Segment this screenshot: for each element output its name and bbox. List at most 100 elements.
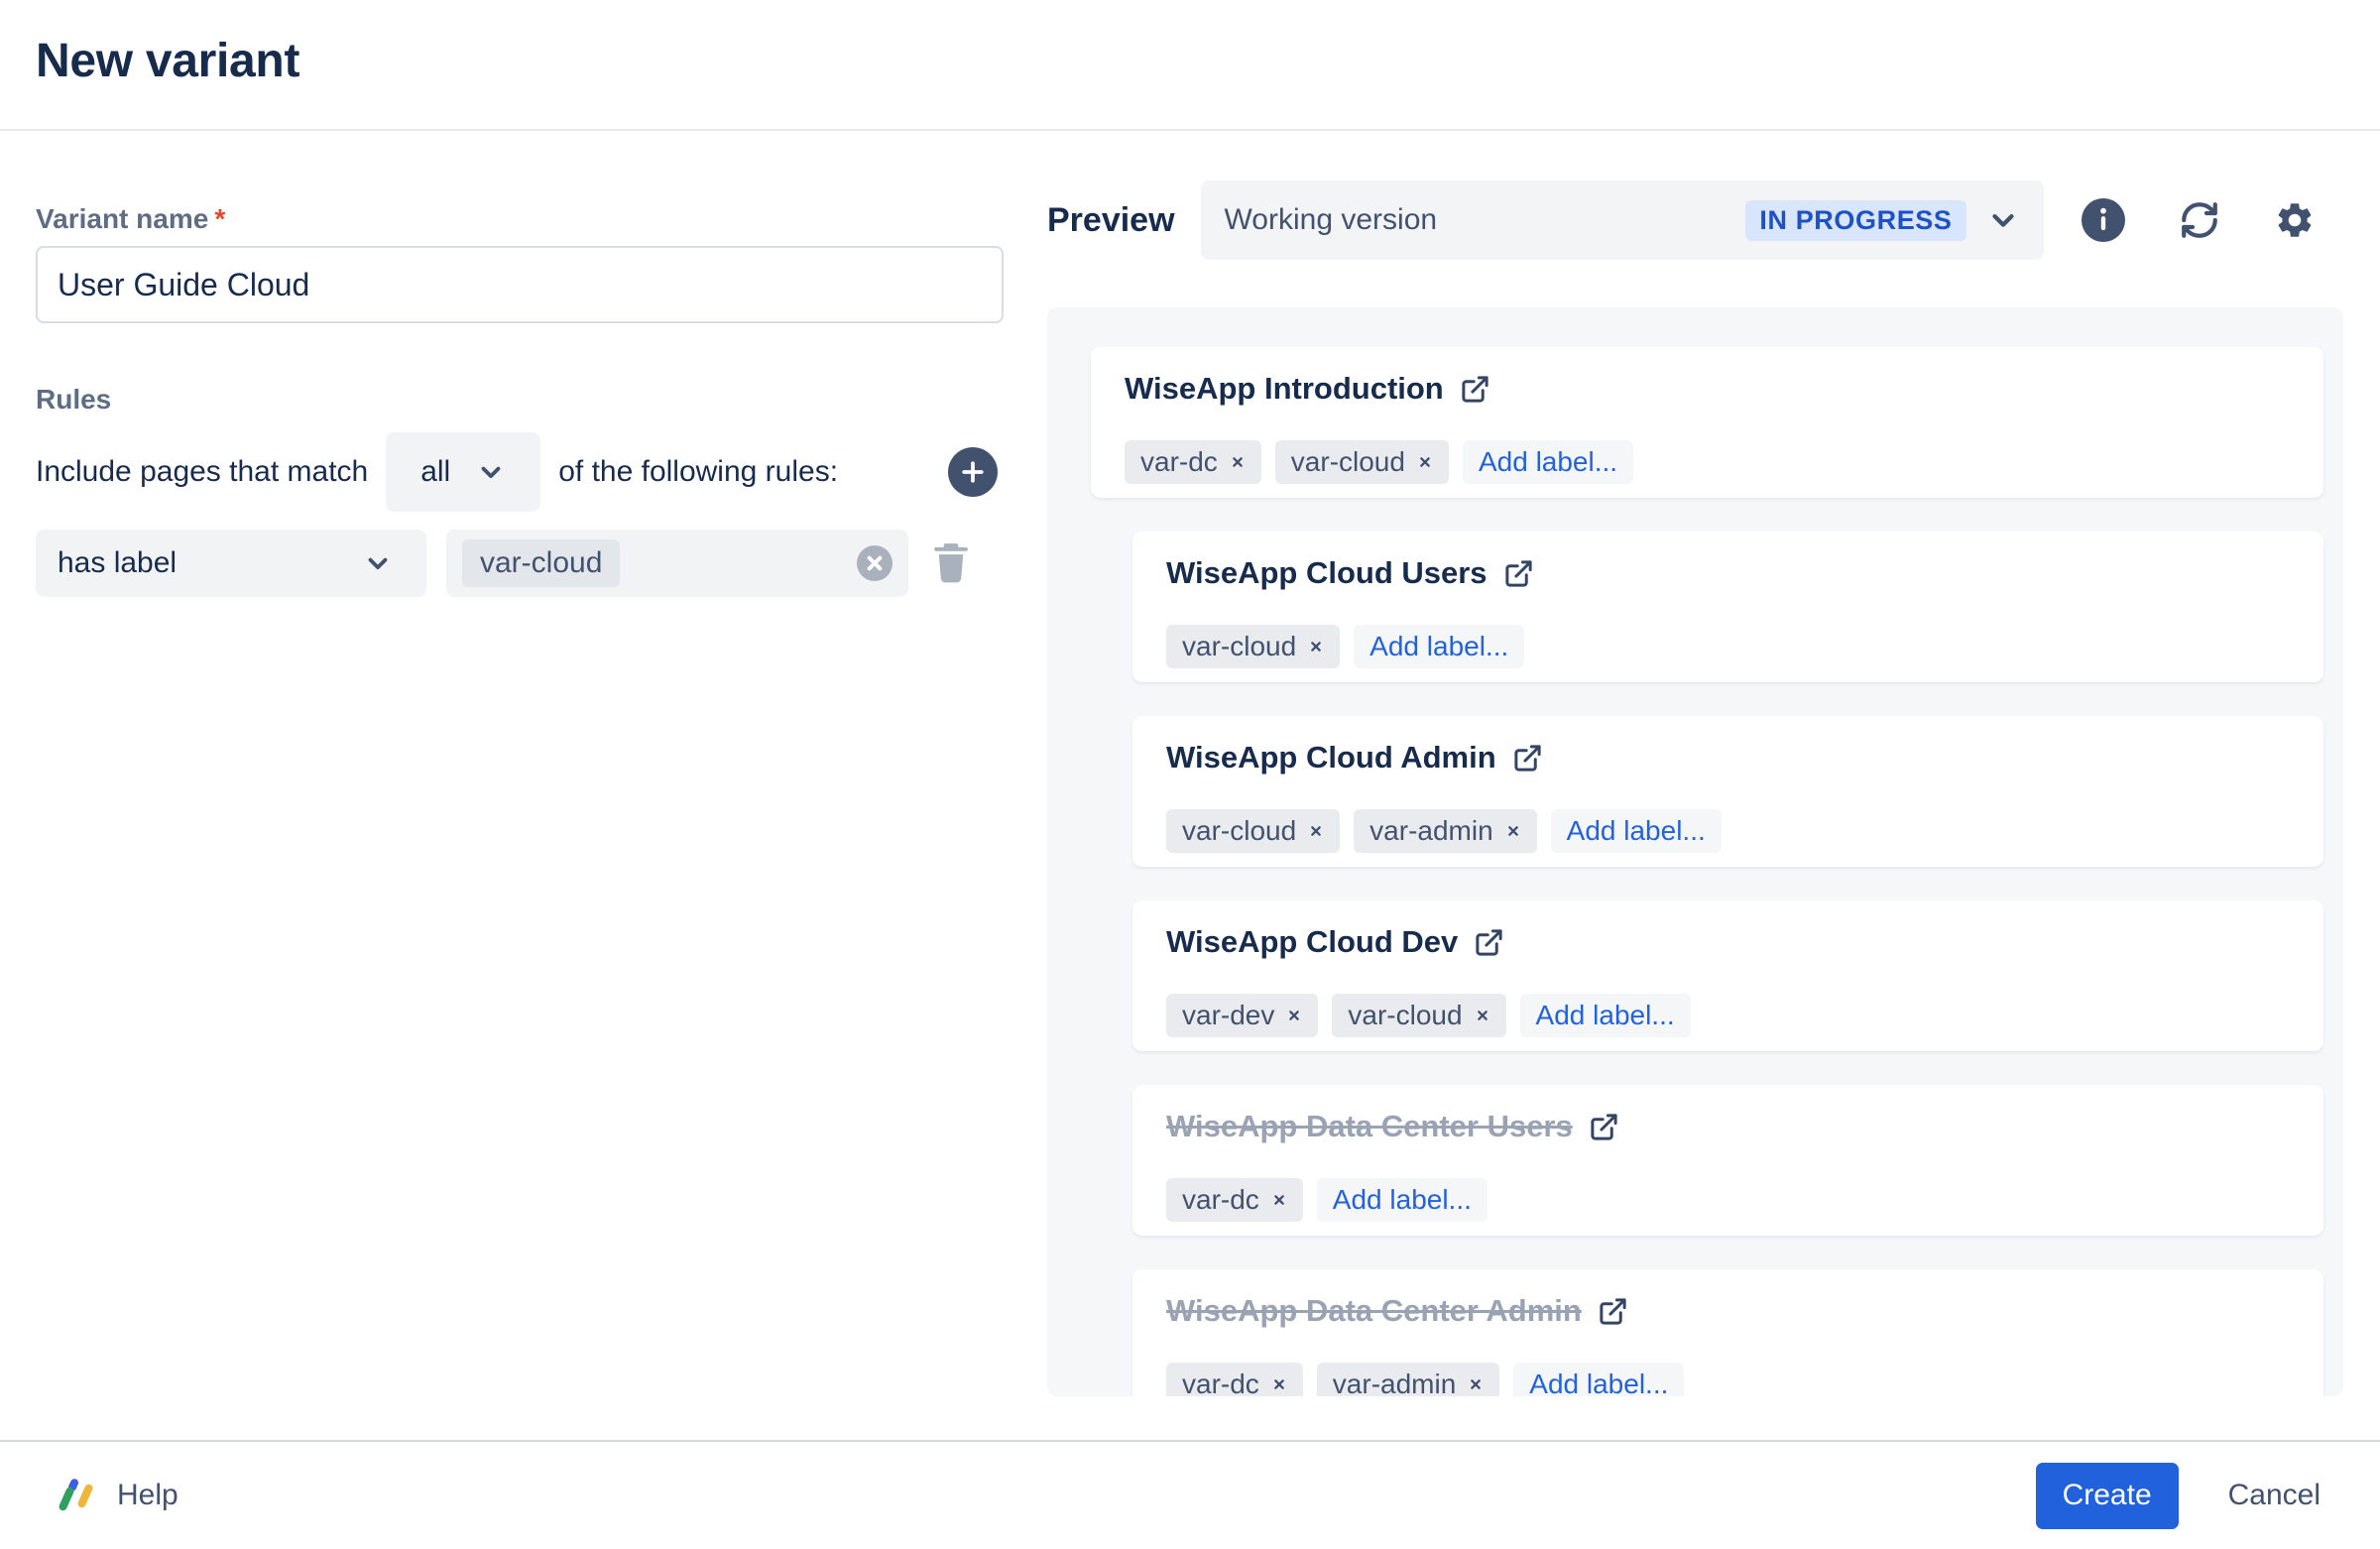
- add-rule-button[interactable]: [948, 447, 998, 497]
- page-card: WiseApp Introduction var-dc var-cloud Add …: [1091, 347, 2323, 498]
- rule-condition-value: has label: [58, 546, 178, 579]
- page-label-text: var-admin: [1369, 815, 1493, 846]
- clear-circle-icon: [857, 545, 892, 581]
- page-label-text: var-cloud: [1182, 815, 1297, 846]
- external-link-icon[interactable]: [1503, 558, 1534, 589]
- external-link-icon[interactable]: [1589, 1112, 1619, 1142]
- gear-icon: [2278, 203, 2311, 237]
- plus-icon: [962, 461, 984, 483]
- variant-name-label: Variant name *: [36, 202, 1004, 236]
- version-name: Working version: [1224, 203, 1438, 236]
- external-link-icon[interactable]: [1512, 743, 1543, 774]
- page-title: New variant: [36, 35, 300, 87]
- remove-label-icon[interactable]: [1505, 823, 1521, 839]
- rule-value-field[interactable]: var-cloud: [446, 530, 908, 597]
- help-link[interactable]: Help: [117, 1479, 178, 1511]
- page-label-chip: var-admin: [1316, 1363, 1500, 1396]
- page-label-chip: var-dc: [1166, 1363, 1303, 1396]
- page-label-chip: var-cloud: [1332, 994, 1506, 1037]
- remove-label-icon[interactable]: [1308, 639, 1324, 655]
- page-label-chip: var-dc: [1125, 440, 1261, 484]
- remove-label-icon[interactable]: [1417, 454, 1433, 470]
- rule-condition-select[interactable]: has label: [36, 530, 426, 597]
- chevron-down-icon: [1991, 214, 2014, 227]
- page-label-chip: var-cloud: [1274, 440, 1449, 484]
- variant-name-label-text: Variant name: [36, 203, 209, 234]
- page-label-row: var-dc var-admin Add label...: [1166, 1363, 2290, 1396]
- page-label-row: var-dev var-cloud Add label...: [1166, 994, 2290, 1037]
- rule-row: has label var-cloud: [36, 530, 1004, 597]
- status-badge: IN PROGRESS: [1745, 199, 1966, 241]
- page-label-text: var-dc: [1182, 1184, 1259, 1215]
- app-logo-icon: [58, 1477, 99, 1512]
- remove-label-icon[interactable]: [1271, 1192, 1287, 1208]
- rules-section-label: Rules: [36, 384, 112, 415]
- page-label-text: var-cloud: [1290, 446, 1405, 477]
- match-prefix-text: Include pages that match: [36, 455, 369, 488]
- page-card-title: WiseApp Cloud Users: [1166, 555, 1488, 590]
- create-button[interactable]: Create: [2035, 1462, 2179, 1529]
- preview-heading: Preview: [1047, 200, 1175, 239]
- page-label-row: var-dc var-cloud Add label...: [1125, 440, 2290, 484]
- variant-form: Variant name* Rules Include pages that m…: [36, 202, 1004, 597]
- info-button[interactable]: [2081, 198, 2125, 242]
- remove-label-icon[interactable]: [1475, 1008, 1490, 1023]
- footer: Help Create Cancel: [0, 1440, 2380, 1549]
- page-label-chip: var-admin: [1354, 809, 1537, 853]
- delete-rule-button[interactable]: [928, 540, 974, 586]
- remove-label-icon[interactable]: [1468, 1376, 1484, 1392]
- sync-button[interactable]: [2179, 199, 2220, 241]
- chevron-down-icon: [481, 466, 501, 478]
- page-card-title: WiseApp Introduction: [1125, 371, 1444, 406]
- add-label-button[interactable]: Add label...: [1550, 809, 1722, 853]
- page-label-text: var-cloud: [1348, 1000, 1463, 1030]
- page-card-title: WiseApp Cloud Dev: [1166, 924, 1459, 959]
- rule-value-chip: var-cloud: [462, 539, 621, 587]
- cancel-button[interactable]: Cancel: [2227, 1479, 2320, 1511]
- variant-name-input[interactable]: [36, 246, 1004, 323]
- page-label-row: var-dc Add label...: [1166, 1178, 2290, 1222]
- page-card: WiseApp Data Center Admin var-dc var-admi…: [1132, 1269, 2323, 1396]
- preview-header: Preview Working version IN PROGRESS: [1047, 180, 2344, 260]
- add-label-button[interactable]: Add label...: [1513, 1363, 1685, 1396]
- add-label-button[interactable]: Add label...: [1519, 994, 1691, 1037]
- add-label-button[interactable]: Add label...: [1354, 625, 1525, 668]
- remove-label-icon[interactable]: [1286, 1008, 1302, 1023]
- required-asterisk: *: [214, 203, 226, 234]
- external-link-icon[interactable]: [1474, 927, 1504, 958]
- page-label-row: var-cloud Add label...: [1166, 625, 2290, 668]
- match-mode-value: all: [420, 455, 451, 488]
- page-card: WiseApp Cloud Users var-cloud Add label..…: [1132, 532, 2323, 682]
- page-card-title: WiseApp Data Center Users: [1166, 1109, 1573, 1143]
- external-link-icon[interactable]: [1460, 374, 1490, 405]
- header-divider: [0, 129, 2380, 131]
- page-card: WiseApp Data Center Users var-dc Add labe…: [1132, 1085, 2323, 1236]
- page-label-text: var-cloud: [1182, 631, 1297, 661]
- remove-label-icon[interactable]: [1308, 823, 1324, 839]
- page-card: WiseApp Cloud Dev var-dev var-cloud Add la…: [1132, 900, 2323, 1051]
- settings-button[interactable]: [2274, 199, 2316, 241]
- trash-icon: [934, 543, 968, 583]
- match-mode-select[interactable]: all: [386, 432, 541, 512]
- remove-label-icon[interactable]: [1230, 454, 1246, 470]
- page-card: WiseApp Cloud Admin var-cloud var-admin Ad…: [1132, 716, 2323, 867]
- clear-value-button[interactable]: [857, 545, 892, 581]
- page-label-text: var-dc: [1140, 446, 1218, 477]
- page-label-chip: var-cloud: [1166, 809, 1341, 853]
- page-label-text: var-admin: [1332, 1369, 1457, 1396]
- version-select[interactable]: Working version IN PROGRESS: [1200, 180, 2044, 260]
- logo-stroke-yellow: [76, 1483, 94, 1509]
- page-label-chip: var-dev: [1166, 994, 1319, 1037]
- page-label-text: var-dc: [1182, 1369, 1259, 1396]
- external-link-icon[interactable]: [1598, 1296, 1628, 1327]
- add-label-button[interactable]: Add label...: [1462, 440, 1634, 484]
- add-label-button[interactable]: Add label...: [1316, 1178, 1488, 1222]
- page-label-row: var-cloud var-admin Add label...: [1166, 809, 2290, 853]
- info-icon: [2081, 198, 2125, 242]
- logo-stroke-green: [58, 1486, 75, 1512]
- page-label-text: var-dev: [1182, 1000, 1275, 1030]
- page-label-chip: var-dc: [1166, 1178, 1303, 1222]
- page-card-title: WiseApp Cloud Admin: [1166, 740, 1496, 774]
- page-label-chip: var-cloud: [1166, 625, 1341, 668]
- remove-label-icon[interactable]: [1271, 1376, 1287, 1392]
